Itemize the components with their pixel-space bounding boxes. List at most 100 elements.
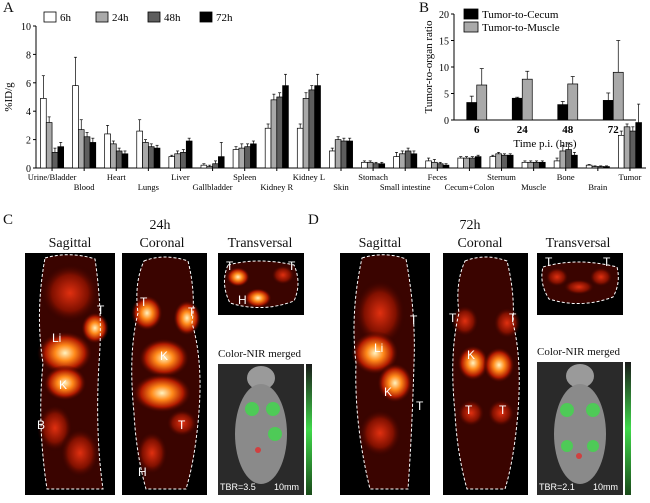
pet-sagittal-72h-image	[351, 254, 415, 490]
mark-t2-tra-24: T	[288, 259, 296, 273]
sagittal-label-c: Sagittal	[48, 236, 92, 251]
bar-72h-5	[218, 156, 225, 169]
x-tick-label-b-3: 72	[608, 124, 620, 136]
y-tick-label-1: 2	[26, 136, 31, 147]
bar-6h-3	[136, 130, 143, 169]
legend-swatch-72h	[199, 11, 213, 23]
mark-li-sag-24: Li	[52, 331, 62, 345]
y-tick-label-b-2: 10	[439, 63, 449, 74]
mouse-nir-24h-image	[235, 366, 287, 484]
color-nir-merged-72h: TBR=2.1 10mm	[537, 362, 623, 495]
pet-sagittal-24h-image	[37, 254, 109, 490]
bar-24h-8	[302, 98, 310, 169]
bar-6h-2	[104, 133, 111, 169]
x-tick-label-17: Brain	[588, 182, 608, 192]
mark-t3-cor-72: T	[465, 403, 473, 417]
mark-t2-sag-72: T	[416, 399, 424, 413]
x-tick-label-9: Skin	[333, 182, 349, 192]
bar-72h-7	[282, 85, 289, 169]
y-tick-label-b-4: 20	[439, 10, 449, 21]
bar-24h-5	[206, 166, 213, 169]
sagittal-scan-72h: T Li K T	[340, 253, 430, 495]
pet-transversal-24h-image	[224, 260, 299, 309]
panel-letter-c: C	[3, 212, 14, 228]
scale-bar-72h: 10mm	[593, 482, 619, 492]
bar-48h-6	[244, 146, 251, 169]
bar-24h-10	[366, 161, 374, 169]
bar-6h-7	[264, 127, 272, 169]
bar-6h-9	[329, 150, 336, 169]
bar-48h-17	[597, 166, 604, 169]
transversal-label-d: Transversal	[545, 236, 611, 251]
coronal-label-c: Coronal	[139, 236, 185, 251]
mark-h-cor-24: H	[138, 465, 147, 479]
bar-b-Tumor-to-Cecum-2	[557, 104, 569, 121]
bar-6h-10	[361, 161, 368, 169]
mark-t2-cor-24: T	[188, 305, 196, 319]
legend-swatch-48h	[147, 11, 161, 23]
bar-24h-6	[238, 147, 246, 169]
coronal-scan-72h: T T K T T	[443, 253, 528, 495]
y-axis-label: %ID/g	[3, 82, 15, 112]
y-tick-label-4: 8	[26, 50, 31, 61]
x-tick-label-18: Tumor	[619, 172, 642, 182]
mark-t-sag-24: T	[97, 303, 105, 317]
bar-48h-9	[340, 140, 348, 169]
bar-72h-3	[153, 147, 161, 169]
bar-24h-1	[78, 129, 85, 169]
x-tick-label-b-0: 6	[474, 124, 480, 136]
x-tick-label-3: Lungs	[138, 182, 159, 192]
bar-b-Tumor-to-Muscle-3	[612, 71, 624, 121]
bar-24h-2	[110, 143, 117, 169]
mark-t1-cor-24: T	[140, 295, 148, 309]
bar-6h-4	[168, 156, 176, 169]
bar-48h-5	[212, 163, 219, 169]
x-tick-label-b-1: 24	[517, 124, 529, 136]
mark-t1-tra-24: T	[226, 259, 234, 273]
nir-colorbar-24h	[306, 364, 312, 495]
mark-k-cor-72: K	[467, 348, 476, 362]
x-tick-label-7: Kidney R	[260, 182, 293, 192]
panel-letter-d: D	[308, 212, 319, 228]
x-tick-label-10: Stomach	[358, 172, 388, 182]
bar-6h-5	[200, 164, 208, 169]
y-axis-label-b: Tumor-to-organ ratio	[423, 20, 435, 113]
x-tick-label-8: Kidney L	[293, 172, 325, 182]
legend-label-b-0: Tumor-to-Cecum	[482, 9, 559, 21]
y-tick-label-3: 6	[26, 79, 31, 90]
bar-6h-12	[425, 160, 432, 169]
scale-bar-24h: 10mm	[274, 482, 300, 492]
bar-72h-8	[314, 85, 321, 169]
mark-t4-cor-72: T	[499, 403, 507, 417]
bar-24h-7	[270, 99, 278, 169]
y-tick-label-b-0: 0	[444, 116, 449, 127]
bar-b-Tumor-to-Cecum-1	[511, 97, 523, 121]
bar-24h-4	[174, 153, 181, 169]
y-tick-label-0: 0	[26, 164, 31, 175]
bar-6h-15	[521, 161, 529, 169]
coronal-label-d: Coronal	[457, 236, 503, 251]
nir-colorbar-72h	[625, 362, 631, 495]
bar-24h-9	[334, 139, 342, 169]
x-tick-label-13: Cecum+Colon	[445, 182, 495, 192]
mark-t1-sag-72: T	[410, 313, 418, 327]
color-nir-label-d: Color-NIR merged	[537, 346, 620, 358]
legend-label-72h: 72h	[216, 12, 233, 24]
bar-b-Tumor-to-Muscle-0	[476, 84, 488, 121]
tumor-ratio-bar-chart: 0 5 10 15 20 Tumor-to-organ ratio 6 24 48 72 Time …	[423, 8, 636, 150]
bar-24h-0	[45, 122, 53, 169]
bar-48h-10	[372, 163, 380, 169]
bar-6h-8	[296, 127, 304, 169]
mark-t1-cor-72: T	[449, 311, 457, 325]
bar-48h-8	[308, 89, 316, 169]
bar-24h-12	[431, 161, 438, 169]
y-tick-label-b-3: 15	[439, 37, 449, 48]
mark-k-sag-24: K	[59, 378, 68, 392]
legend-swatch-24h	[95, 11, 109, 23]
bar-6h-6	[232, 149, 240, 169]
panel-letter-b: B	[419, 0, 430, 16]
mark-h-tra-24: H	[238, 293, 247, 307]
coronal-scan-24h: T T K T H	[122, 253, 207, 495]
mark-t2-tra-72: T	[603, 255, 611, 269]
bar-48h-1	[83, 136, 91, 169]
